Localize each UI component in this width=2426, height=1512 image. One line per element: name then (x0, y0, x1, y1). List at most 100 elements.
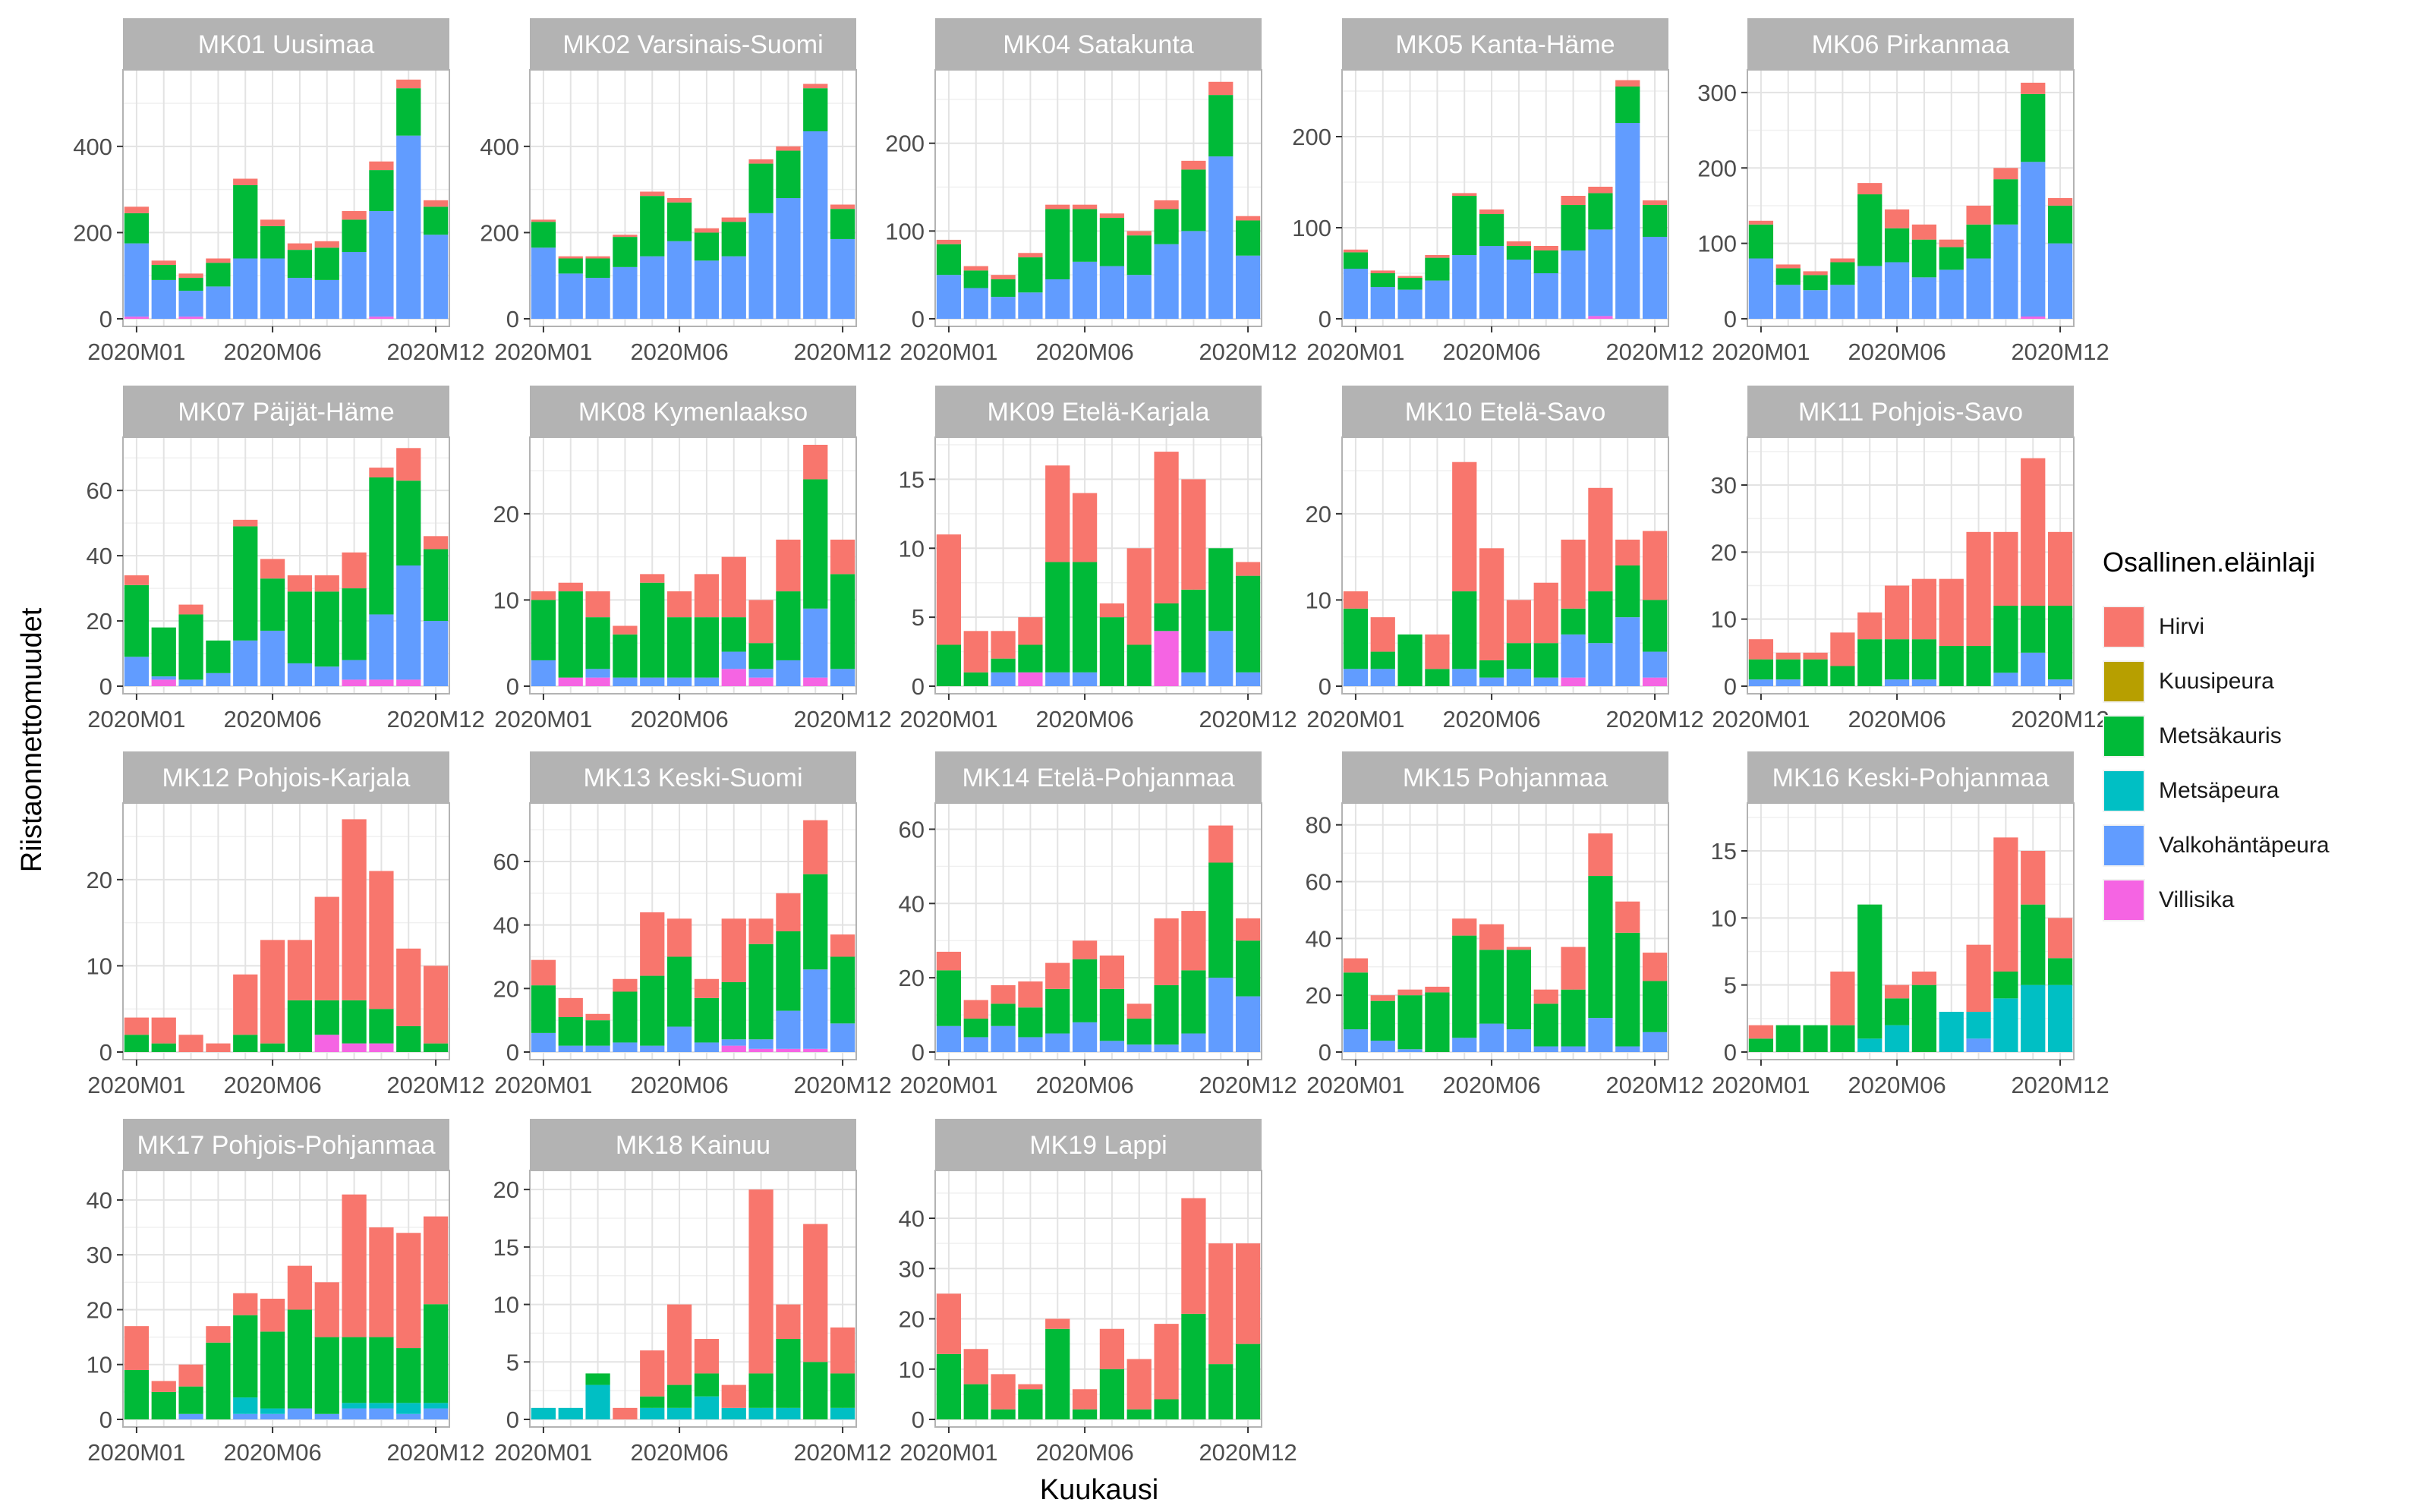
bar-segment (1561, 196, 1586, 205)
bar-segment (1533, 1046, 1558, 1052)
bar-segment (2047, 205, 2073, 244)
bar-segment (1588, 591, 1613, 644)
bar-segment (1884, 209, 1910, 228)
bar-segment (803, 83, 828, 89)
bar-segment (342, 1194, 367, 1337)
bar-segment (830, 238, 855, 319)
x-tick-label: 2020M01 (87, 706, 185, 732)
bar-segment (1343, 669, 1369, 686)
facet-title: MK09 Etelä-Karjala (988, 398, 1210, 427)
bar-segment (1181, 911, 1206, 971)
bar-segment (963, 631, 988, 673)
y-tick-label: 40 (493, 912, 519, 939)
bar-segment (1588, 229, 1613, 317)
bar-segment (1775, 679, 1801, 686)
x-tick-label: 2020M06 (1035, 1072, 1133, 1098)
bar-segment (260, 1331, 285, 1409)
bar-segment (748, 643, 773, 669)
facet-title: MK06 Pirkanmaa (1812, 30, 2010, 59)
bar-segment (2021, 317, 2046, 319)
y-tick-label: 10 (1711, 606, 1737, 633)
facet-title: MK11 Pohjois-Savo (1798, 398, 2023, 427)
y-tick-label: 30 (1711, 472, 1737, 499)
bar-segment (1425, 280, 1450, 319)
bar-segment (1939, 646, 1964, 686)
bar-segment (748, 213, 773, 319)
bar-segment (1154, 209, 1179, 244)
bar-segment (1018, 253, 1043, 258)
bar-segment (585, 1045, 610, 1052)
bar-segment (423, 1403, 449, 1409)
bar-segment (1642, 981, 1668, 1032)
bar-segment (423, 549, 449, 622)
bar-segment (1533, 989, 1558, 1004)
bar-segment (640, 912, 665, 976)
bar-segment (1939, 1012, 1964, 1052)
bar-segment (1126, 1003, 1152, 1019)
bar-segment (1397, 276, 1423, 278)
bar-segment (2021, 93, 2046, 162)
bar-segment (558, 1016, 583, 1046)
bar-segment (151, 1043, 176, 1052)
x-tick-label: 2020M12 (1199, 339, 1296, 365)
bar-segment (558, 258, 583, 274)
bar-segment (206, 1342, 231, 1419)
bar-segment (369, 1009, 394, 1044)
bar-segment (2021, 162, 2046, 317)
bar-segment (1425, 986, 1450, 993)
facet-panel: MK09 Etelä-Karjala 0 5 10 15 2020M01 2020M06 20… (899, 386, 1297, 732)
x-tick-label: 2020M06 (630, 1072, 728, 1098)
bar-segment (991, 275, 1016, 279)
bar-segment (1045, 1328, 1070, 1419)
bar-segment (776, 539, 801, 592)
bar-segment (531, 600, 556, 660)
bar-segment (2047, 606, 2073, 680)
facet-title: MK19 Lappi (1029, 1131, 1167, 1160)
bar-segment (558, 273, 583, 319)
bar-segment (1397, 634, 1423, 686)
bar-segment (396, 565, 421, 680)
bar-segment (260, 258, 285, 319)
bar-segment (1533, 582, 1558, 644)
bar-segment (1181, 672, 1206, 686)
bar-segment (151, 260, 176, 266)
bar-segment (963, 270, 988, 288)
bar-segment (287, 278, 313, 319)
x-tick-label: 2020M06 (1442, 1072, 1540, 1098)
legend-key (2103, 879, 2145, 921)
facet-title: MK14 Etelä-Pohjanmaa (962, 764, 1234, 792)
facet-strip (123, 1119, 449, 1170)
bar-segment (585, 256, 610, 259)
bar-segment (613, 266, 638, 319)
bar-segment (936, 644, 962, 686)
facet-strip (935, 386, 1262, 437)
bar-segment (1208, 95, 1233, 157)
bar-segment (803, 820, 828, 874)
facet-panel: MK14 Etelä-Pohjanmaa 0 20 40 60 2020M01 2020M0… (899, 751, 1297, 1098)
panel-background (123, 803, 449, 1060)
bar-segment (776, 660, 801, 686)
bar-segment (1748, 1038, 1774, 1052)
bar-segment (585, 669, 610, 678)
y-tick-label: 20 (899, 1306, 925, 1333)
bar-segment (666, 1407, 692, 1419)
bar-segment (1966, 646, 1991, 686)
bar-segment (991, 658, 1016, 673)
bar-segment (1993, 179, 2018, 225)
bar-segment (1072, 562, 1098, 673)
y-tick-label: 5 (912, 604, 925, 631)
facet-strip (1342, 18, 1668, 70)
bar-segment (748, 1048, 773, 1052)
bar-segment (1154, 1399, 1179, 1419)
bar-segment (1208, 156, 1233, 319)
x-tick-label: 2020M01 (494, 706, 592, 732)
bar-segment (1370, 270, 1395, 273)
bar-segment (1479, 950, 1504, 1024)
bar-segment (1830, 258, 1855, 263)
y-tick-label: 20 (1711, 539, 1737, 565)
bar-segment (2021, 652, 2046, 686)
bar-segment (991, 1003, 1016, 1026)
y-tick-label: 10 (899, 1356, 925, 1383)
bar-segment (369, 477, 394, 615)
